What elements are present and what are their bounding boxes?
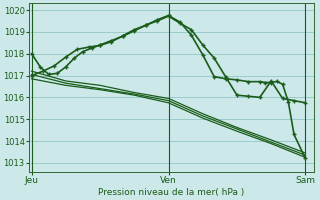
X-axis label: Pression niveau de la mer( hPa ): Pression niveau de la mer( hPa ) bbox=[98, 188, 244, 197]
